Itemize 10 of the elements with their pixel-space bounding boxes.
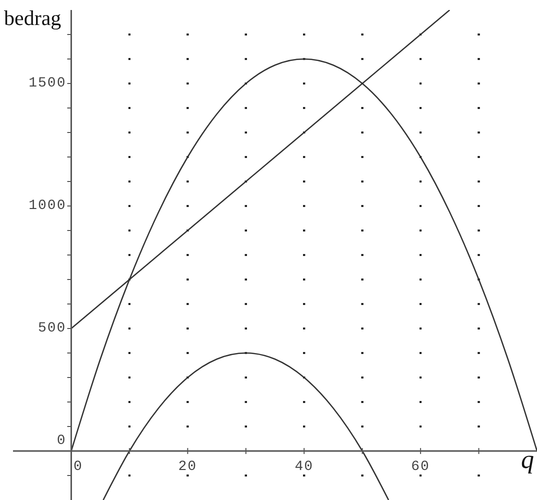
y-tick-label: 500 — [38, 320, 66, 336]
x-tick-label: 0 — [74, 459, 83, 475]
y-tick-label: 1500 — [28, 76, 66, 92]
y-tick-label: 1000 — [28, 198, 66, 214]
x-tick-label: 60 — [411, 459, 430, 475]
x-tick-label: 20 — [178, 459, 198, 475]
x-axis-title: q — [521, 445, 534, 475]
y-tick-label: 0 — [56, 433, 66, 449]
x-tick-label: 40 — [294, 459, 314, 475]
y-axis-title: bedrag — [4, 6, 62, 31]
